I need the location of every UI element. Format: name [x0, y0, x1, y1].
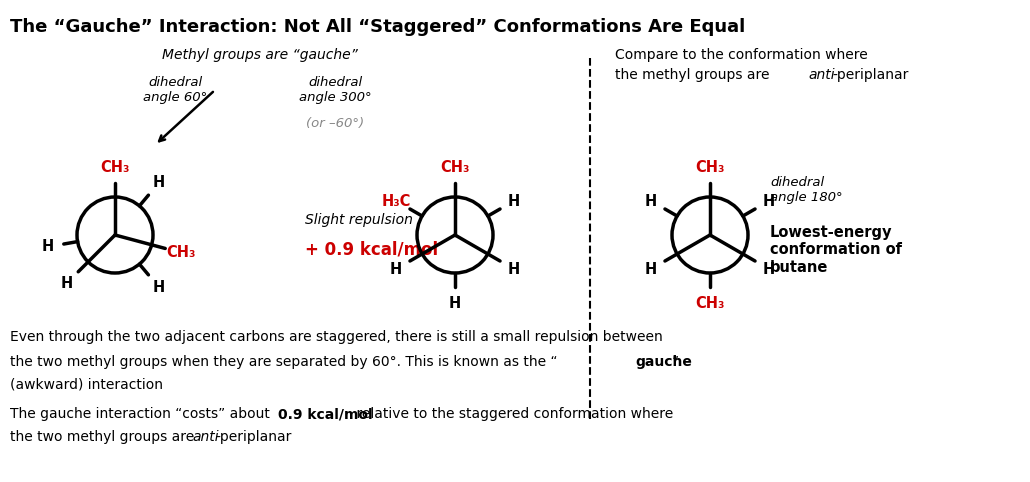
- Text: + 0.9 kcal/mol: + 0.9 kcal/mol: [305, 241, 438, 259]
- Text: H: H: [42, 239, 55, 254]
- Text: H: H: [61, 276, 73, 291]
- Text: The “Gauche” Interaction: Not All “Staggered” Conformations Are Equal: The “Gauche” Interaction: Not All “Stagg…: [10, 18, 746, 36]
- Text: H: H: [645, 262, 657, 277]
- Text: relative to the staggered conformation where: relative to the staggered conformation w…: [352, 407, 674, 421]
- Text: CH₃: CH₃: [695, 160, 725, 174]
- Text: The gauche interaction “costs” about: The gauche interaction “costs” about: [10, 407, 274, 421]
- Text: the two methyl groups are: the two methyl groups are: [10, 430, 199, 444]
- Text: anti: anti: [808, 68, 834, 82]
- Text: Even through the two adjacent carbons are staggered, there is still a small repu: Even through the two adjacent carbons ar…: [10, 330, 662, 344]
- Text: Lowest-energy
conformation of
butane: Lowest-energy conformation of butane: [770, 225, 902, 275]
- Text: -periplanar: -periplanar: [832, 68, 908, 82]
- Text: Compare to the conformation where: Compare to the conformation where: [615, 48, 867, 62]
- Text: dihedral
angle 60°: dihedral angle 60°: [143, 76, 207, 104]
- Text: H: H: [449, 295, 461, 310]
- Text: the two methyl groups when they are separated by 60°. This is known as the “: the two methyl groups when they are sepa…: [10, 355, 557, 369]
- Text: CH₃: CH₃: [166, 245, 196, 260]
- Text: -periplanar: -periplanar: [215, 430, 291, 444]
- Text: ”: ”: [672, 355, 679, 369]
- Text: Slight repulsion: Slight repulsion: [305, 213, 413, 227]
- Text: anti: anti: [192, 430, 218, 444]
- Text: H: H: [763, 193, 775, 209]
- Text: H: H: [508, 262, 520, 277]
- Text: (awkward) interaction: (awkward) interaction: [10, 377, 163, 391]
- Text: H: H: [645, 193, 657, 209]
- Text: CH₃: CH₃: [440, 160, 470, 174]
- Text: H: H: [390, 262, 403, 277]
- Text: H₃C: H₃C: [381, 193, 411, 209]
- Text: Methyl groups are “gauche”: Methyl groups are “gauche”: [162, 48, 358, 62]
- Text: (or –60°): (or –60°): [306, 117, 364, 130]
- Text: 0.9 kcal/mol: 0.9 kcal/mol: [278, 407, 373, 421]
- Text: H: H: [152, 280, 165, 295]
- Text: dihedral
angle 300°: dihedral angle 300°: [299, 76, 371, 104]
- Text: H: H: [508, 193, 520, 209]
- Text: H: H: [763, 262, 775, 277]
- Text: H: H: [152, 175, 165, 190]
- Text: the methyl groups are: the methyl groups are: [615, 68, 774, 82]
- Text: CH₃: CH₃: [695, 295, 725, 310]
- Text: CH₃: CH₃: [100, 160, 130, 174]
- Text: gauche: gauche: [636, 355, 692, 369]
- Text: dihedral
angle 180°: dihedral angle 180°: [770, 176, 843, 204]
